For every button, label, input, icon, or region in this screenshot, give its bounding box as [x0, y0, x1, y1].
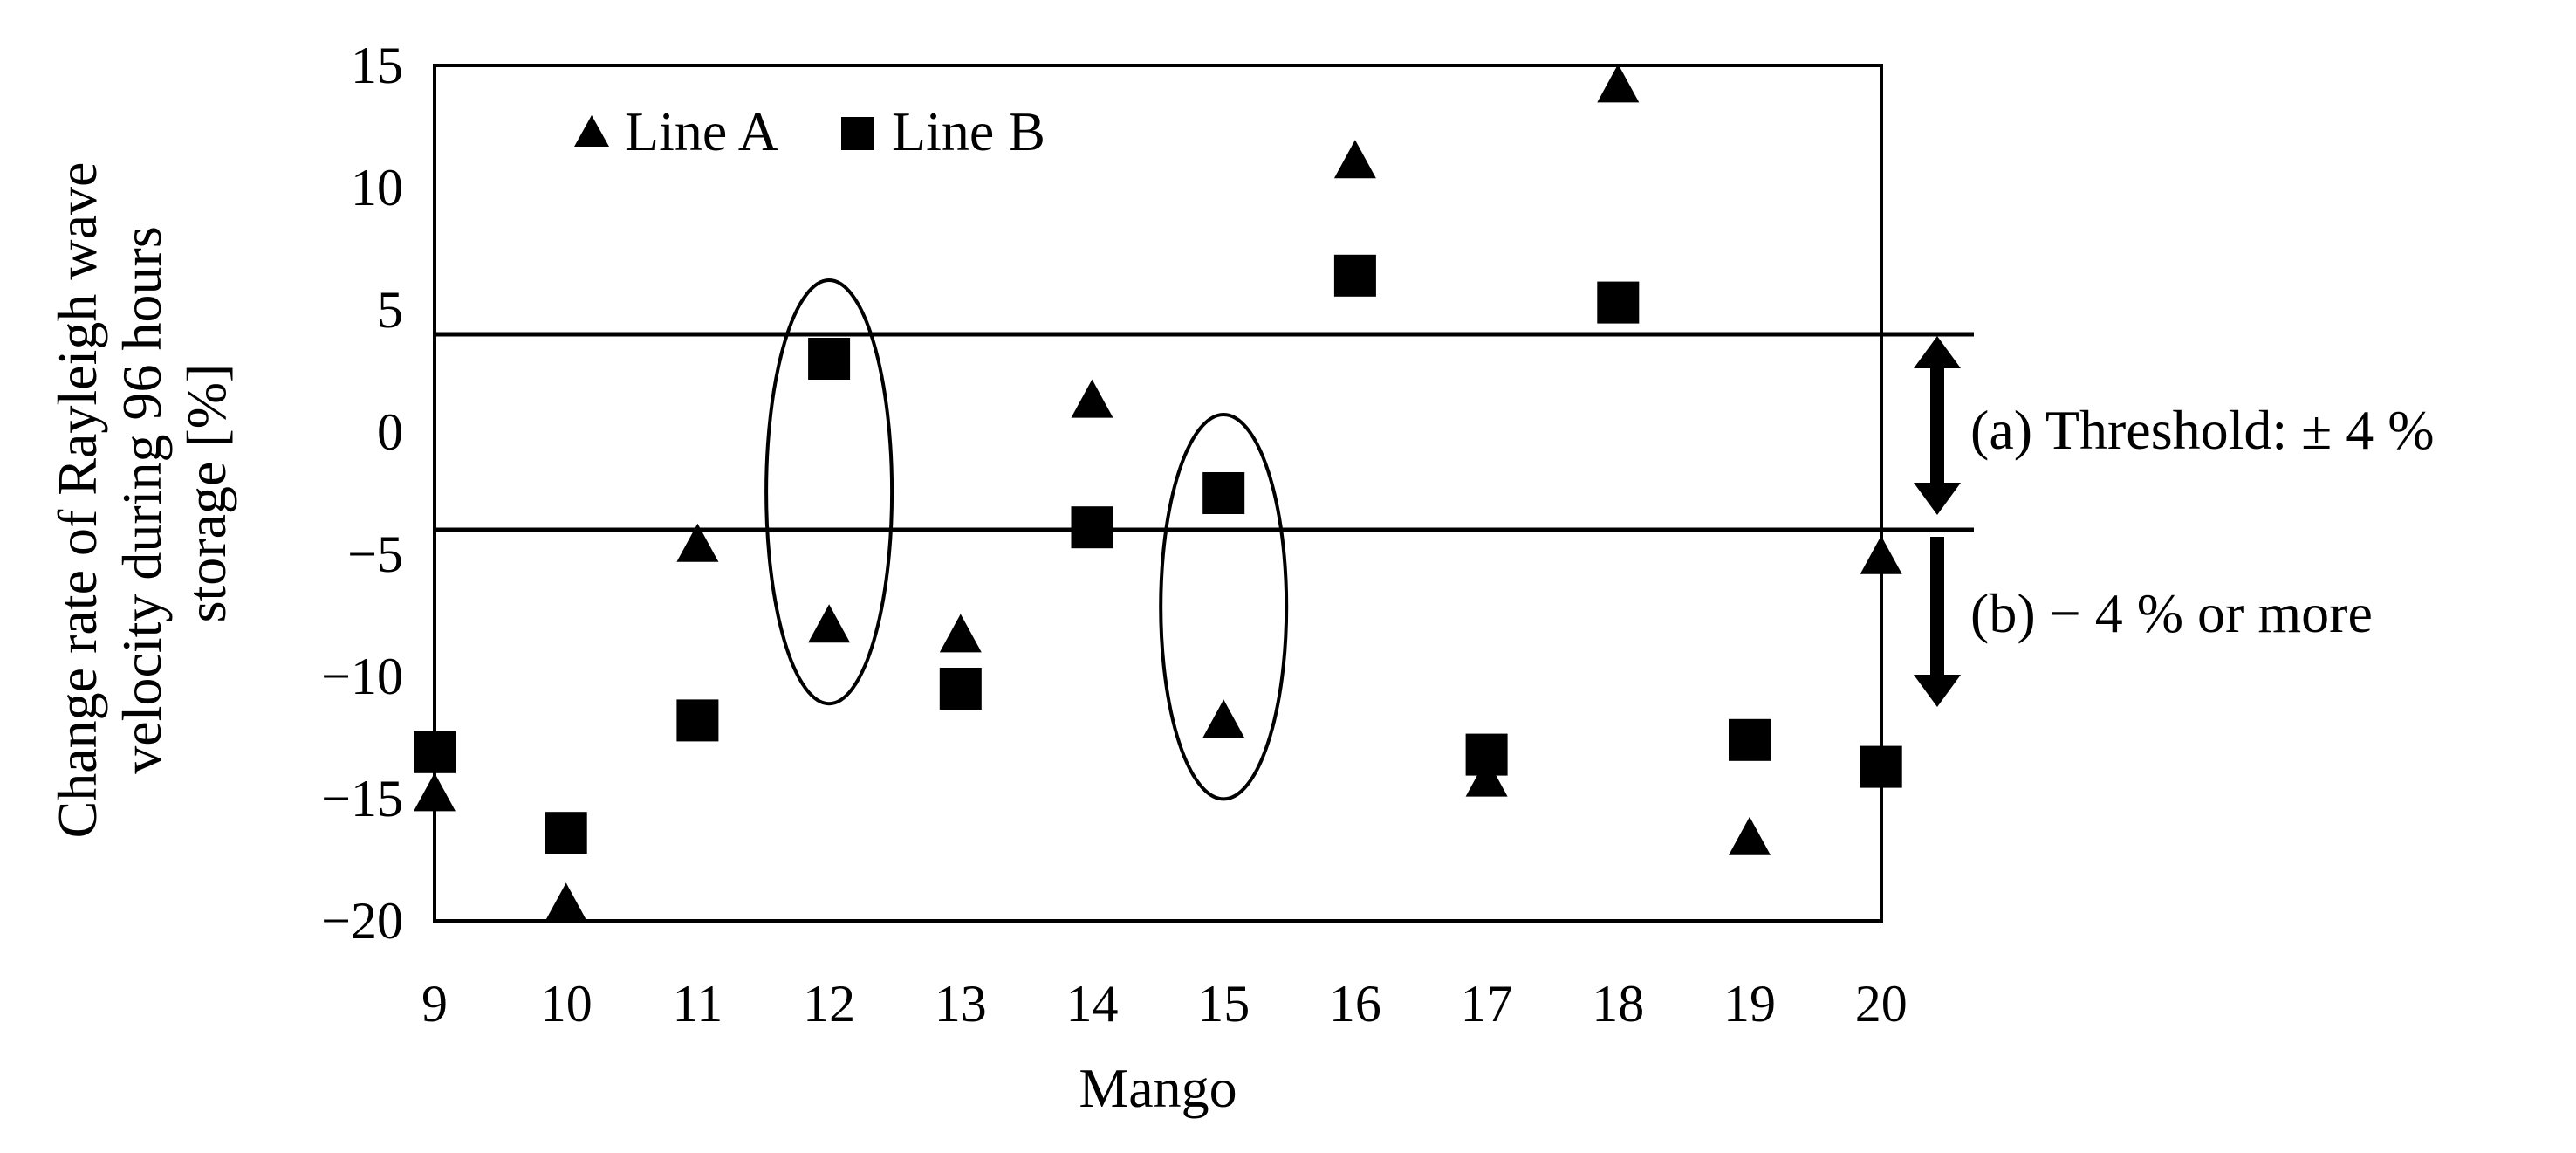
- x-tick-label: 10: [540, 975, 593, 1033]
- y-tick-label: 10: [351, 159, 403, 216]
- threshold-arrow: [1914, 336, 1961, 515]
- point-line-b-mango-14: [1071, 506, 1113, 549]
- x-tick-label: 20: [1855, 975, 1908, 1033]
- x-tick-label: 11: [673, 975, 723, 1033]
- point-line-b-mango-16: [1333, 254, 1376, 297]
- y-tick-label: 0: [377, 403, 403, 461]
- x-axis-title: Mango: [1079, 1057, 1237, 1119]
- point-line-b-mango-10: [545, 812, 587, 854]
- point-line-a-mango-12: [808, 604, 851, 643]
- x-tick-label: 15: [1197, 975, 1250, 1033]
- annotation-below-threshold: (b) − 4 % or more: [1970, 582, 2373, 644]
- x-tick-label: 16: [1329, 975, 1381, 1033]
- y-axis-title-line-1: Change rate of Rayleigh wave: [46, 162, 108, 839]
- legend-label-line-a: Line A: [625, 100, 778, 162]
- x-tick-label: 9: [421, 975, 448, 1033]
- point-line-a-mango-17: [1465, 758, 1508, 797]
- annotation-threshold: (a) Threshold: ± 4 %: [1970, 399, 2435, 461]
- point-line-a-mango-15: [1202, 699, 1245, 738]
- y-tick-label: 5: [377, 281, 403, 339]
- point-line-a-mango-10: [545, 882, 587, 922]
- point-line-b-mango-13: [939, 668, 982, 710]
- y-axis-title-line-3: storage [%]: [175, 364, 237, 623]
- point-line-a-mango-16: [1333, 140, 1376, 179]
- highlight-ellipse-mango-15: [1159, 413, 1289, 801]
- point-line-b-mango-17: [1465, 733, 1508, 776]
- point-line-a-mango-13: [939, 614, 982, 653]
- y-axis-title: Change rate of Rayleigh wave velocity du…: [46, 148, 237, 839]
- y-tick-label: −5: [347, 525, 403, 583]
- y-tick-label: −20: [321, 892, 403, 950]
- x-tick-label: 19: [1723, 975, 1776, 1033]
- point-line-a-mango-9: [414, 772, 456, 812]
- point-line-a-mango-19: [1729, 816, 1771, 855]
- point-line-b-mango-11: [676, 699, 719, 742]
- point-line-a-mango-20: [1860, 535, 1902, 574]
- plot-area-frame: [433, 64, 1883, 923]
- x-tick-label: 17: [1461, 975, 1513, 1033]
- point-line-b-mango-18: [1597, 281, 1640, 324]
- y-tick-label: −10: [321, 648, 403, 705]
- x-tick-label: 13: [935, 975, 987, 1033]
- point-line-a-mango-11: [676, 523, 719, 562]
- point-line-a-mango-14: [1071, 379, 1113, 418]
- point-line-a-mango-18: [1597, 64, 1640, 103]
- legend-label-line-b: Line B: [892, 100, 1045, 162]
- point-line-b-mango-9: [414, 731, 456, 773]
- point-line-b-mango-20: [1860, 745, 1902, 788]
- point-line-b-mango-15: [1202, 472, 1245, 514]
- legend: Line A Line B: [574, 100, 1045, 162]
- below-threshold-arrow: [1914, 537, 1961, 707]
- legend-square-marker: [841, 117, 874, 150]
- x-tick-label: 12: [803, 975, 855, 1033]
- point-line-b-mango-12: [808, 338, 851, 380]
- y-axis-title-line-2: velocity during 96 hours: [111, 226, 173, 773]
- highlight-ellipse-mango-12: [764, 278, 894, 706]
- legend-triangle-marker: [574, 115, 609, 147]
- y-tick-label: 15: [351, 37, 403, 94]
- point-line-b-mango-19: [1729, 718, 1771, 761]
- x-tick-label: 18: [1592, 975, 1644, 1033]
- x-tick-label: 14: [1066, 975, 1119, 1033]
- y-tick-label: −15: [321, 770, 403, 827]
